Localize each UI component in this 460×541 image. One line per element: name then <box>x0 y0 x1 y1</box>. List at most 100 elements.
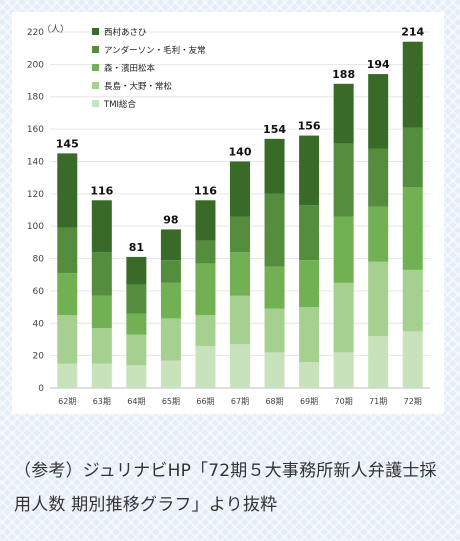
total-data-label: 140 <box>229 145 252 158</box>
total-data-label: 154 <box>263 123 286 136</box>
bar-segment <box>57 315 78 364</box>
bar-segment <box>230 344 250 388</box>
bar-segment <box>160 360 181 388</box>
bar-segment <box>126 313 147 335</box>
bar-segment <box>230 295 250 345</box>
data-label-layer: 145 116 81 98 116 140 154 156 188 194 214 <box>56 26 425 254</box>
bar-segment <box>230 216 250 253</box>
x-tick-label: 67期 <box>231 397 249 406</box>
legend-label: TMI総合 <box>103 99 137 110</box>
bar-segment <box>402 41 423 128</box>
y-tick-label: 100 <box>27 222 44 232</box>
total-data-label: 116 <box>194 184 217 197</box>
y-tick-label: 0 <box>38 384 44 394</box>
bar-segment <box>91 295 112 329</box>
bar-segment <box>195 200 216 241</box>
y-tick-label: 20 <box>33 352 45 362</box>
bar-segment <box>299 135 320 206</box>
bar-segment <box>264 266 285 309</box>
x-tick-label: 68期 <box>265 397 283 406</box>
legend-swatch <box>92 28 99 35</box>
bar-segment <box>91 328 112 364</box>
bar-segment <box>368 206 389 262</box>
bar-segment <box>91 363 112 388</box>
bar-segment <box>299 307 320 363</box>
bar-segment <box>368 148 389 207</box>
bar-segment <box>230 252 250 296</box>
legend-swatch <box>92 46 99 53</box>
y-tick-label: 60 <box>33 287 45 297</box>
legend-label: 森・濱田松本 <box>104 63 156 74</box>
legend-swatch <box>92 100 99 107</box>
bar-segment <box>160 282 181 319</box>
bar-segment <box>333 216 354 283</box>
total-data-label: 156 <box>298 120 321 133</box>
bar-segment <box>160 260 181 283</box>
total-data-label: 116 <box>90 184 113 197</box>
x-tick-label: 64期 <box>127 397 145 406</box>
bar-segment <box>126 284 147 314</box>
legend-swatch <box>92 82 99 89</box>
bar-segment <box>299 205 320 261</box>
bar-segment <box>333 282 354 353</box>
bar-segment <box>126 256 147 285</box>
bar-segment <box>230 161 250 217</box>
legend-label: アンダーソン・毛利・友常 <box>104 45 206 56</box>
y-tick-label: 120 <box>27 190 44 200</box>
y-tick-label: 40 <box>33 319 45 329</box>
x-tick-label: 63期 <box>93 397 111 406</box>
bar-segment <box>402 127 423 188</box>
bar-segment <box>195 240 216 264</box>
bar-segment <box>57 363 78 388</box>
bar-segment <box>299 362 320 388</box>
bar-segment <box>402 269 423 332</box>
bar-segment <box>57 227 78 274</box>
x-tick-label: 70期 <box>335 397 353 406</box>
stacked-bar-chart: 0 20 40 60 80 100 120 140 160 180 200 220 145 116 81 9… <box>27 24 430 406</box>
bar-segment <box>299 260 320 308</box>
x-tick-label: 66期 <box>196 397 214 406</box>
y-tick-label: 80 <box>33 255 45 265</box>
bar-segment <box>402 331 423 388</box>
bar-segment <box>195 345 216 388</box>
legend-label: 西村あさひ <box>104 27 147 38</box>
bar-segment <box>368 261 389 337</box>
bar-segment <box>160 318 181 361</box>
x-tick-label: 65期 <box>162 397 180 406</box>
bar-layer <box>57 41 423 388</box>
total-data-label: 98 <box>163 213 178 226</box>
x-tick-label: 72期 <box>404 397 422 406</box>
bar-segment <box>126 334 147 366</box>
total-data-label: 81 <box>129 241 144 254</box>
bar-segment <box>333 83 354 144</box>
x-axis: 62期 63期 64期 65期 66期 67期 68期 69期 70期 71期 72期 <box>58 397 422 406</box>
total-data-label: 188 <box>332 68 355 81</box>
bar-segment <box>57 273 78 316</box>
bar-segment <box>126 365 147 388</box>
total-data-label: 194 <box>367 58 390 71</box>
y-tick-label: 220 <box>27 28 44 38</box>
bar-segment <box>264 308 285 353</box>
y-axis: 0 20 40 60 80 100 120 140 160 180 200 220 <box>27 28 44 394</box>
bar-segment <box>264 352 285 388</box>
y-tick-label: 140 <box>27 157 44 167</box>
y-tick-label: 180 <box>27 93 44 103</box>
bar-segment <box>333 143 354 217</box>
bar-segment <box>402 187 423 270</box>
total-data-label: 145 <box>56 137 79 150</box>
x-tick-label: 71期 <box>369 397 387 406</box>
bar-segment <box>264 138 285 194</box>
bar-segment <box>195 263 216 316</box>
total-data-label: 214 <box>401 26 424 39</box>
y-tick-label: 160 <box>27 125 44 135</box>
bar-segment <box>333 352 354 388</box>
bar-segment <box>368 74 389 149</box>
chart-panel: 0 20 40 60 80 100 120 140 160 180 200 220 145 116 81 9… <box>12 12 444 414</box>
y-tick-label: 200 <box>27 60 44 70</box>
y-unit-label: （人） <box>42 24 69 35</box>
x-tick-label: 69期 <box>300 397 318 406</box>
source-caption: （参考）ジュリナビHP「72期５大事務所新人弁護士採用人数 期別推移グラフ」より… <box>14 461 437 515</box>
x-tick-label: 62期 <box>58 397 76 406</box>
bar-segment <box>91 200 112 253</box>
